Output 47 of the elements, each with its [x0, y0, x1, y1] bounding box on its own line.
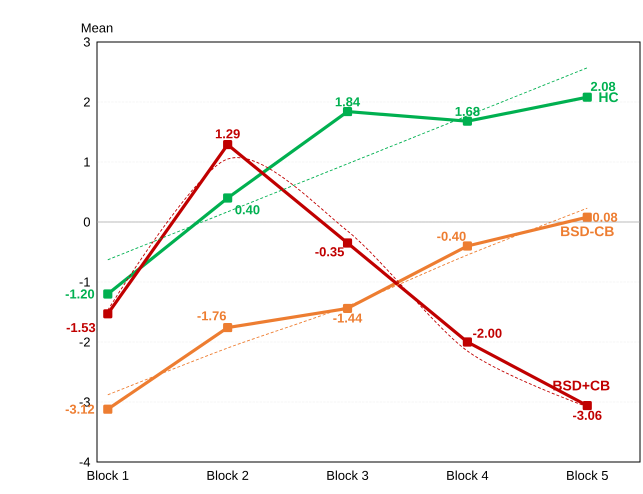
data-label: 2.08 — [590, 82, 616, 92]
x-tick-label: Block 2 — [207, 470, 248, 480]
x-tick-label: Block 3 — [327, 470, 368, 480]
point — [342, 304, 352, 313]
point — [103, 289, 112, 299]
point — [342, 107, 352, 116]
point — [582, 92, 592, 102]
point — [223, 323, 232, 332]
data-label: 0.40 — [235, 205, 260, 214]
data-label: -2.00 — [473, 328, 502, 338]
x-tick-label: Block 4 — [447, 470, 488, 480]
point — [462, 337, 472, 347]
y-axis-title: Mean — [82, 23, 112, 32]
y-tick-label: 1 — [84, 158, 90, 166]
data-label: -1.53 — [66, 322, 96, 332]
data-label: 1.84 — [336, 97, 360, 106]
point — [582, 401, 592, 410]
series-label: HC — [599, 92, 618, 102]
y-tick-label: -4 — [80, 458, 90, 466]
data-label: -1.76 — [197, 311, 226, 320]
data-label: 1.29 — [216, 129, 240, 138]
y-tick-label: -1 — [80, 278, 90, 286]
point — [223, 140, 232, 150]
data-label: -0.35 — [315, 247, 344, 256]
point — [462, 241, 472, 251]
point — [582, 212, 592, 222]
x-tick-label: Block 5 — [567, 470, 608, 480]
point — [462, 116, 472, 126]
series-label: BSD-CB — [561, 226, 614, 236]
point — [223, 193, 232, 203]
y-tick-label: -3 — [80, 397, 90, 407]
y-tick-label: 0 — [84, 217, 90, 227]
data-label: 1.68 — [456, 106, 480, 116]
series-label: BSD+CB — [553, 380, 610, 390]
x-tick-label: Block 1 — [88, 470, 128, 480]
data-label: -3.12 — [66, 404, 94, 414]
data-label: -0.40 — [437, 232, 466, 241]
data-label: -1.20 — [66, 289, 94, 299]
data-label: 0.08 — [592, 212, 618, 222]
y-tick-label: 3 — [84, 37, 90, 47]
point — [103, 404, 112, 414]
point — [103, 309, 112, 318]
y-tick-label: -2 — [80, 337, 90, 347]
point — [342, 238, 352, 248]
data-label: -3.06 — [573, 410, 602, 420]
data-label: -1.44 — [333, 314, 362, 322]
y-tick-label: 2 — [84, 97, 90, 107]
